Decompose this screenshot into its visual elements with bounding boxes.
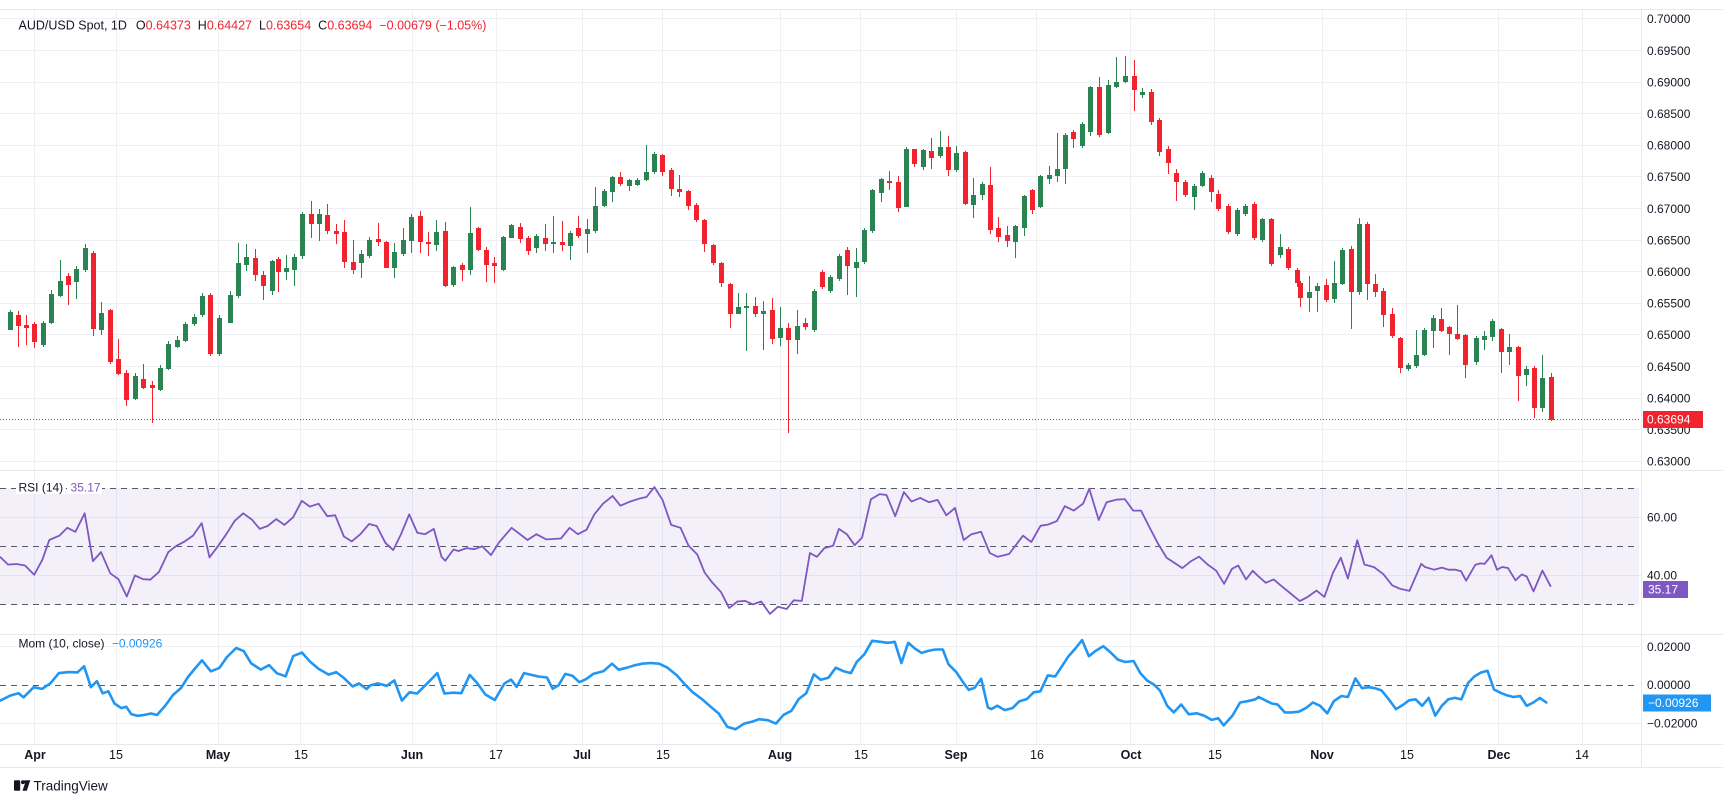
svg-text:0.63694: 0.63694 [1647,413,1691,427]
svg-text:0.00000: 0.00000 [1647,678,1691,692]
svg-text:0.65500: 0.65500 [1647,297,1691,311]
svg-text:15: 15 [294,748,308,762]
svg-text:35.17: 35.17 [1648,583,1678,597]
svg-text:0.70000: 0.70000 [1647,12,1691,26]
svg-text:TradingView: TradingView [34,779,109,794]
svg-text:Mom (10, close) −0.00926: Mom (10, close) −0.00926 [19,637,163,651]
svg-text:0.65000: 0.65000 [1647,328,1691,342]
svg-text:−0.02000: −0.02000 [1647,716,1698,730]
svg-text:Jun: Jun [401,748,423,762]
svg-text:0.02000: 0.02000 [1647,640,1691,654]
svg-text:−0.00926: −0.00926 [1648,696,1699,710]
svg-text:16: 16 [1030,748,1044,762]
svg-text:RSI (14) 35.17: RSI (14) 35.17 [19,481,101,495]
svg-text:0.64000: 0.64000 [1647,391,1691,405]
svg-text:Jul: Jul [573,748,591,762]
svg-text:0.69000: 0.69000 [1647,75,1691,89]
svg-text:Sep: Sep [945,748,968,762]
svg-text:15: 15 [854,748,868,762]
svg-text:40.00: 40.00 [1647,569,1677,583]
svg-text:0.66500: 0.66500 [1647,233,1691,247]
svg-text:15: 15 [109,748,123,762]
svg-text:0.68000: 0.68000 [1647,139,1691,153]
svg-text:0.63000: 0.63000 [1647,455,1691,469]
svg-text:Apr: Apr [24,748,46,762]
svg-text:0.67500: 0.67500 [1647,170,1691,184]
svg-text:0.67000: 0.67000 [1647,202,1691,216]
svg-text:0.68500: 0.68500 [1647,107,1691,121]
svg-text:14: 14 [1575,748,1589,762]
svg-text:15: 15 [656,748,670,762]
svg-text:15: 15 [1400,748,1414,762]
svg-text:Aug: Aug [768,748,792,762]
svg-text:May: May [206,748,230,762]
svg-text:60.00: 60.00 [1647,510,1677,524]
svg-text:15: 15 [1208,748,1222,762]
svg-text:0.66000: 0.66000 [1647,265,1691,279]
svg-text:Oct: Oct [1121,748,1143,762]
svg-text:Nov: Nov [1310,748,1334,762]
svg-text:0.64500: 0.64500 [1647,360,1691,374]
svg-text:17: 17 [489,748,503,762]
svg-text:Dec: Dec [1488,748,1511,762]
svg-text:0.69500: 0.69500 [1647,44,1691,58]
